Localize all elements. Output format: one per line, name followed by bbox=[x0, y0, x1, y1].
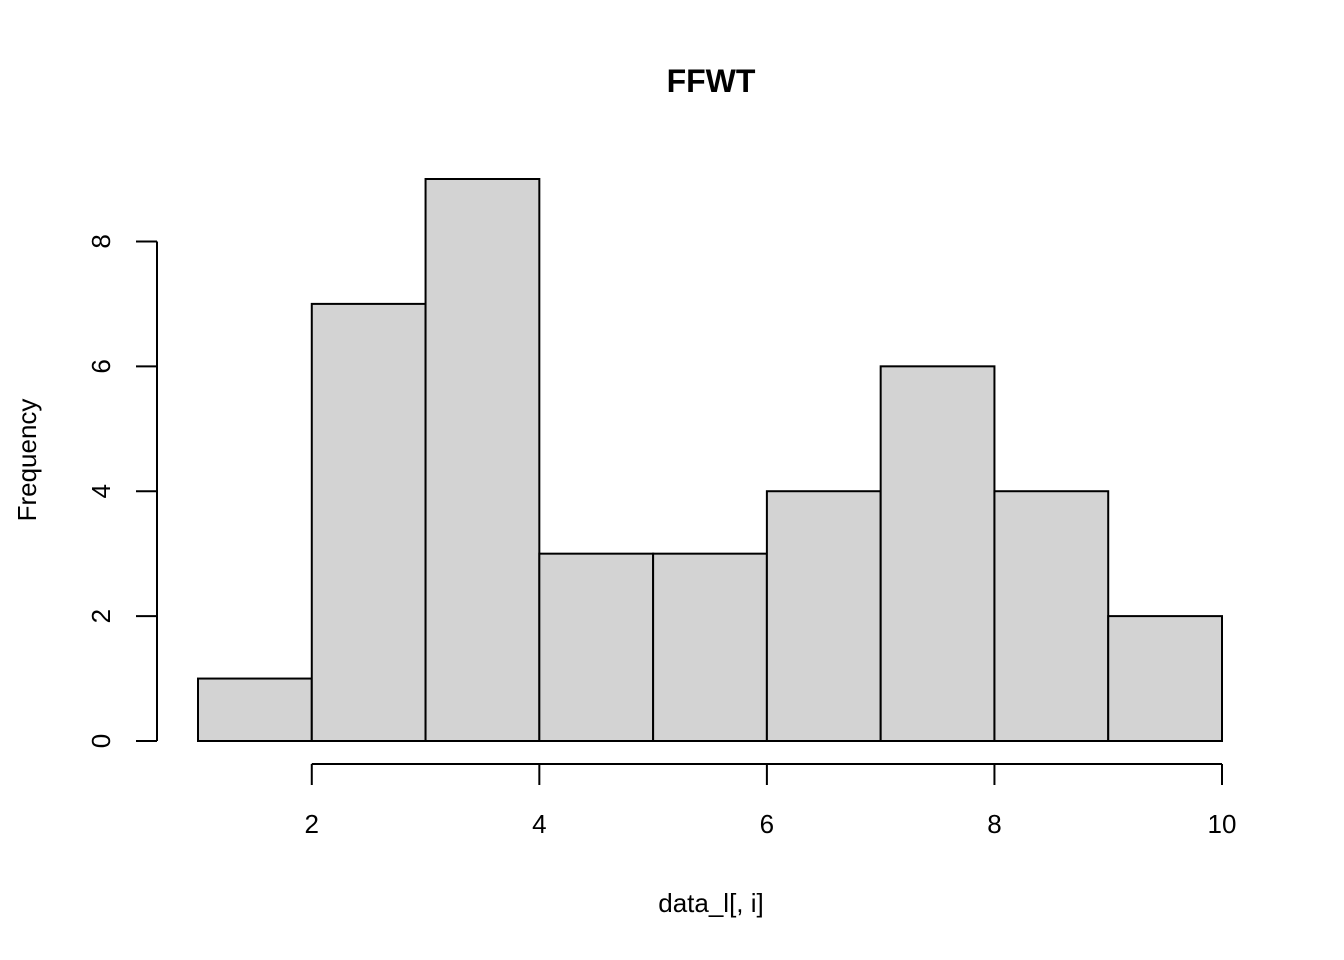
y-axis: 0 2 4 6 8 bbox=[86, 234, 158, 748]
x-axis-label: data_l[, i] bbox=[658, 888, 764, 918]
bars-group bbox=[197, 178, 1223, 743]
histogram-bar bbox=[652, 552, 768, 743]
x-tick-label: 6 bbox=[760, 809, 774, 839]
histogram-bar bbox=[1107, 615, 1223, 742]
x-tick-label: 4 bbox=[532, 809, 546, 839]
histogram-bar bbox=[765, 490, 882, 742]
x-axis: 2 4 6 8 10 bbox=[305, 763, 1237, 839]
histogram-bar bbox=[310, 302, 427, 742]
histogram-bar bbox=[424, 178, 541, 742]
y-tick-label: 4 bbox=[86, 484, 116, 498]
y-tick-label: 8 bbox=[86, 234, 116, 248]
x-tick-label: 2 bbox=[305, 809, 319, 839]
histogram-bar bbox=[879, 365, 996, 742]
x-tick-label: 10 bbox=[1208, 809, 1237, 839]
x-tick-label: 8 bbox=[987, 809, 1001, 839]
y-tick-label: 6 bbox=[86, 359, 116, 373]
y-axis-label: Frequency bbox=[12, 399, 42, 522]
histogram-bar bbox=[197, 677, 313, 742]
y-tick-label: 2 bbox=[86, 609, 116, 623]
histogram-bar bbox=[538, 552, 655, 743]
y-tick-label: 0 bbox=[86, 734, 116, 748]
chart-title: FFWT bbox=[667, 63, 756, 99]
histogram-bar bbox=[993, 490, 1110, 742]
